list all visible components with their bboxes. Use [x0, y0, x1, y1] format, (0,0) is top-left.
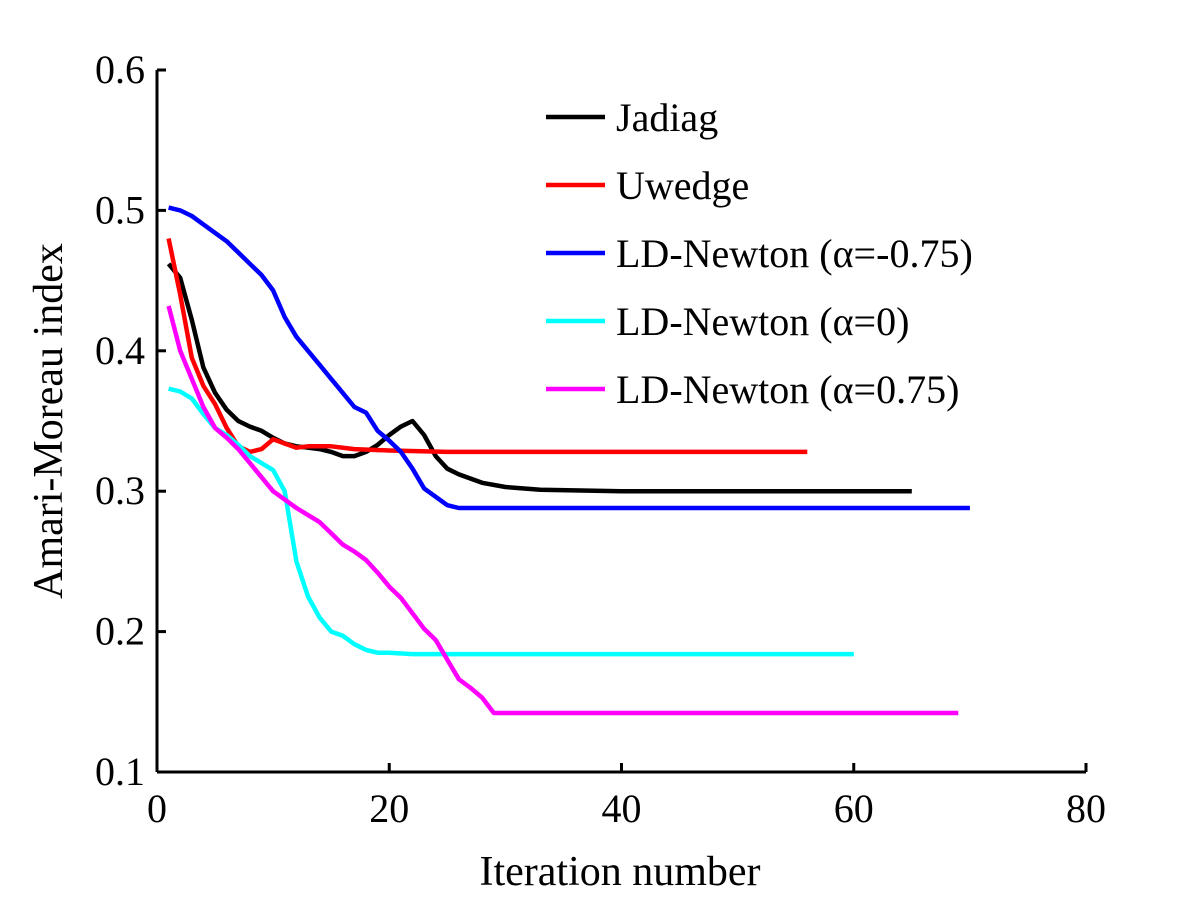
legend-label-0: Jadiag: [616, 95, 718, 140]
x-tick-label-4: 80: [1066, 786, 1106, 831]
x-tick-label-3: 60: [834, 786, 874, 831]
plot-lines: [166, 205, 970, 716]
x-tick-label-2: 40: [602, 786, 642, 831]
y-tick-label-1: 0.2: [95, 609, 145, 654]
y-tick-label-0: 0.1: [95, 749, 145, 794]
x-tick-label-1: 20: [369, 786, 409, 831]
y-tick-label-3: 0.4: [95, 328, 145, 373]
legend-label-2: LD-Newton (α=-0.75): [616, 231, 973, 276]
legend-label-1: Uwedge: [616, 163, 749, 208]
y-tick-label-4: 0.5: [95, 187, 145, 232]
series-line-4: [166, 305, 959, 716]
series-line-1: [166, 238, 808, 455]
series-line-0: [166, 262, 912, 494]
legend-label-4: LD-Newton (α=0.75): [616, 367, 959, 412]
ticks: 0 20 40 60 80 0.1 0.2 0.3 0.4 0.5 0.6: [95, 47, 1106, 831]
legend-label-3: LD-Newton (α=0): [616, 299, 909, 344]
y-tick-label-2: 0.3: [95, 468, 145, 513]
x-tick-label-0: 0: [147, 786, 167, 831]
legend: Jadiag Uwedge LD-Newton (α=-0.75) LD-Newton…: [546, 95, 973, 412]
series-line-2: [168, 205, 970, 511]
x-axis-title: Iteration number: [479, 849, 760, 895]
y-tick-label-5: 0.6: [95, 47, 145, 92]
y-axis-title: Amari-Moreau index: [26, 243, 72, 599]
